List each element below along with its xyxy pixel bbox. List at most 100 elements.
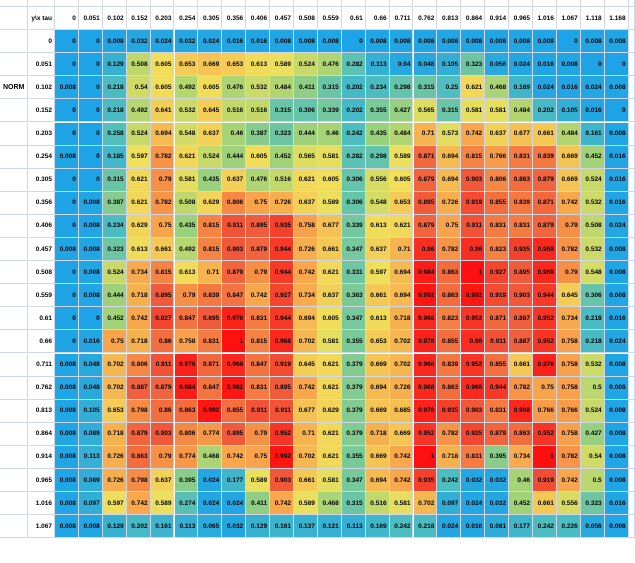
heat-cell: 0.379 <box>341 376 366 400</box>
grid-cell <box>0 145 28 169</box>
heat-cell: 0.306 <box>580 284 605 308</box>
heat-cell: 0.831 <box>246 376 271 400</box>
heat-cell: 0.008 <box>294 30 318 54</box>
heat-cell: 0.605 <box>317 307 342 331</box>
heat-cell: 0.742 <box>246 284 271 308</box>
column-header: 0.914 <box>485 7 510 31</box>
grid-cell <box>389 0 414 7</box>
heat-cell: 0.315 <box>341 492 366 516</box>
heat-cell: 0.282 <box>341 145 366 169</box>
grid-cell <box>341 0 366 7</box>
heat-cell: 0.032 <box>222 515 247 539</box>
heat-cell: 0.468 <box>485 76 510 100</box>
heat-cell: 0.621 <box>389 214 414 238</box>
heat-cell: 0.927 <box>150 307 175 331</box>
heat-cell: 0.702 <box>389 330 414 354</box>
heat-cell: 0.702 <box>102 353 127 377</box>
heat-cell: 0.008 <box>533 30 557 54</box>
row-header: 0.66 <box>28 330 55 354</box>
heat-cell: 0.315 <box>102 168 127 192</box>
heat-cell: 0.016 <box>580 99 605 123</box>
heat-cell: 0.056 <box>485 53 510 77</box>
heat-cell: 0.895 <box>509 261 533 285</box>
heat-cell: 0.742 <box>461 122 486 146</box>
heat-cell: 0.742 <box>294 261 318 285</box>
heat-cell: 0.653 <box>389 191 414 215</box>
heat-cell: 0.363 <box>341 284 366 308</box>
column-header: 1.168 <box>604 7 629 31</box>
grid-cell <box>0 0 28 7</box>
heat-cell: 0.185 <box>102 145 127 169</box>
heat-cell: 0.137 <box>294 515 318 539</box>
heat-cell: 0.581 <box>317 330 342 354</box>
heat-cell: 0.952 <box>533 422 557 446</box>
heat-cell: 0.411 <box>294 76 318 100</box>
heat-cell: 0.758 <box>556 376 581 400</box>
heat-cell: 0.282 <box>341 53 366 77</box>
heat-cell: 0.161 <box>270 515 294 539</box>
heat-cell: 0.742 <box>222 445 247 469</box>
heat-cell: 0.863 <box>437 261 462 285</box>
heat-cell: 0.645 <box>198 99 223 123</box>
heat-cell: 0.694 <box>365 376 390 400</box>
heat-cell: 0.379 <box>341 353 366 377</box>
heat-cell: 0.323 <box>461 53 486 77</box>
grid-cell <box>485 0 510 7</box>
heat-cell: 0.629 <box>126 214 151 238</box>
heat-cell: 0.298 <box>365 145 390 169</box>
heat-cell: 0.024 <box>604 214 629 238</box>
heat-cell: 0.008 <box>55 376 79 400</box>
column-header: 0.965 <box>509 7 533 31</box>
grid-cell <box>628 122 635 146</box>
heat-cell: 0.968 <box>509 399 533 423</box>
heat-cell: 0.903 <box>461 399 486 423</box>
heat-cell: 0.742 <box>556 469 581 493</box>
grid-cell <box>509 0 533 7</box>
heat-cell: 0.008 <box>461 30 486 54</box>
heat-cell: 0.113 <box>78 445 103 469</box>
heat-cell: 0.516 <box>246 99 271 123</box>
heat-cell: 0.008 <box>604 238 629 262</box>
heat-cell: 0.702 <box>102 376 127 400</box>
row-header: 0.305 <box>28 168 55 192</box>
grid-cell <box>78 0 103 7</box>
heat-cell: 0.637 <box>365 238 390 262</box>
heat-cell: 1 <box>222 330 247 354</box>
heat-cell: 0.524 <box>102 261 127 285</box>
heat-cell: 0.685 <box>389 399 414 423</box>
heat-cell: 0.637 <box>294 191 318 215</box>
heat-cell: 0.008 <box>78 284 103 308</box>
heat-cell: 0.629 <box>198 191 223 215</box>
heat-cell: 0.855 <box>485 353 510 377</box>
heat-cell: 0.815 <box>461 145 486 169</box>
heat-cell: 0.435 <box>198 168 223 192</box>
grid-cell <box>28 0 55 7</box>
heat-cell: 0.024 <box>509 53 533 77</box>
column-header: 0.457 <box>270 7 294 31</box>
heat-cell: 0.056 <box>580 515 605 539</box>
heat-cell: 0 <box>556 30 581 54</box>
heat-cell: 0.548 <box>580 261 605 285</box>
heat-cell: 0.944 <box>270 261 294 285</box>
heat-cell: 0.653 <box>365 330 390 354</box>
heat-cell: 0.532 <box>580 191 605 215</box>
heat-cell: 0 <box>78 99 103 123</box>
heat-cell: 0.129 <box>102 515 127 539</box>
heat-cell: 0.581 <box>317 469 342 493</box>
heat-cell: 0.847 <box>174 307 199 331</box>
heat-cell: 0.75 <box>150 214 175 238</box>
heat-cell: 0.016 <box>222 30 247 54</box>
heat-cell: 0.976 <box>533 353 557 377</box>
grid-cell <box>365 0 390 7</box>
heat-cell: 0.589 <box>389 145 414 169</box>
grid-cell <box>628 76 635 100</box>
heat-cell: 0.782 <box>556 238 581 262</box>
heat-cell: 0.516 <box>222 99 247 123</box>
heat-cell: 0.661 <box>317 238 342 262</box>
heat-cell: 0.952 <box>461 353 486 377</box>
row-header: 0.356 <box>28 191 55 215</box>
heat-cell: 0.024 <box>222 492 247 516</box>
heat-cell: 0.008 <box>78 261 103 285</box>
grid-cell <box>0 238 28 262</box>
